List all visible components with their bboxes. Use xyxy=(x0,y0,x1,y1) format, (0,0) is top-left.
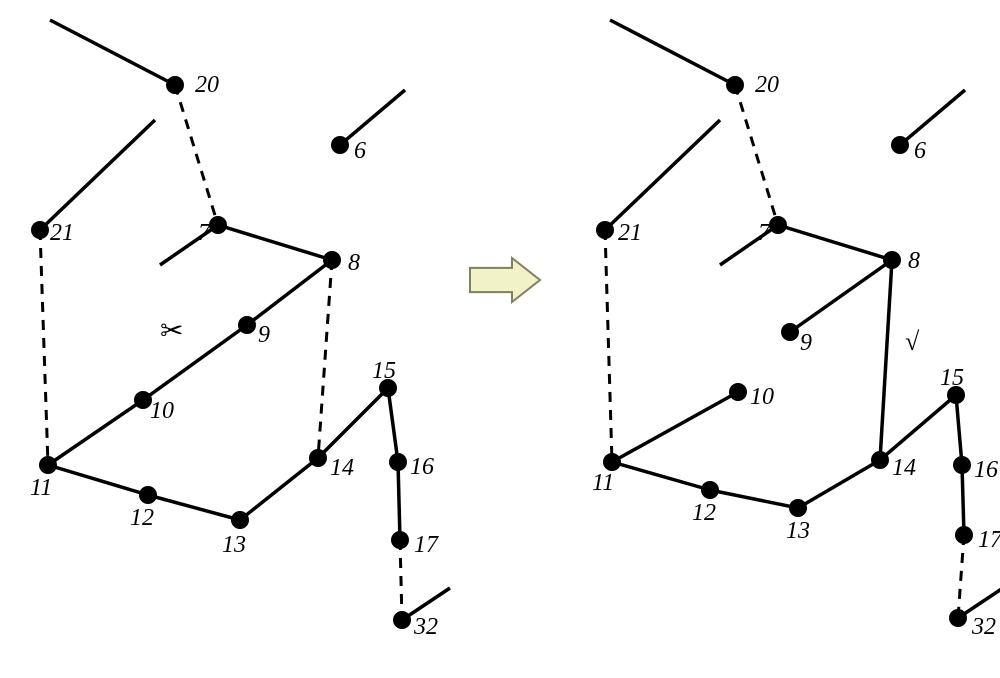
check-icon: √ xyxy=(905,327,920,356)
node-label: 8 xyxy=(908,248,920,274)
graph-edge xyxy=(798,460,880,508)
scissors-icon: ✂ xyxy=(160,316,183,347)
graph-edge xyxy=(778,225,892,260)
node-label: 7 xyxy=(758,220,771,246)
node-label: 8 xyxy=(348,250,360,276)
node-label: 32 xyxy=(971,614,996,640)
graph-node xyxy=(231,511,249,529)
node-label: 21 xyxy=(618,220,642,246)
graph-node xyxy=(726,76,744,94)
graph-node xyxy=(883,251,901,269)
node-label: 16 xyxy=(974,457,998,483)
graph-ray xyxy=(50,20,175,85)
graph-node xyxy=(166,76,184,94)
graph-ray xyxy=(40,120,155,230)
graph-edge xyxy=(605,230,612,462)
node-label: 14 xyxy=(892,455,916,481)
node-label: 17 xyxy=(414,532,439,558)
graph-edge xyxy=(958,535,964,618)
node-label: 9 xyxy=(258,322,270,348)
node-label: 11 xyxy=(30,475,52,501)
graph-edge xyxy=(790,260,892,332)
graph-node xyxy=(331,136,349,154)
graph-node xyxy=(31,221,49,239)
graph-node xyxy=(871,451,889,469)
graph-node xyxy=(391,531,409,549)
node-label: 21 xyxy=(50,220,74,246)
graph-edge xyxy=(48,400,143,465)
node-label: 13 xyxy=(786,518,810,544)
graph-node xyxy=(603,453,621,471)
graph-edge xyxy=(247,260,332,325)
node-label: 13 xyxy=(222,532,246,558)
graph-node xyxy=(39,456,57,474)
graph-node xyxy=(701,481,719,499)
node-label: 6 xyxy=(914,138,926,164)
node-label: 20 xyxy=(195,72,219,98)
graph-edge xyxy=(710,490,798,508)
graph-node xyxy=(891,136,909,154)
graph-edge xyxy=(956,395,962,465)
node-label: 32 xyxy=(413,614,438,640)
node-label: 9 xyxy=(800,330,812,356)
node-label: 12 xyxy=(130,505,154,531)
graph-ray xyxy=(900,90,965,145)
graph-edge xyxy=(735,85,778,225)
graph-edge xyxy=(388,388,398,462)
graph-edge xyxy=(318,260,332,458)
graph-node xyxy=(309,449,327,467)
graph-ray xyxy=(340,90,405,145)
graph-edge xyxy=(612,462,710,490)
graph-node xyxy=(238,316,256,334)
graph-edge xyxy=(40,230,48,465)
graph-node xyxy=(953,456,971,474)
graph-edge xyxy=(880,395,956,460)
diagram-canvas: 6 7 8 9 10 11 12 13 14 15 16 17 20 21 32 ✂ 6 7 8 9 10 11 12 13 1… xyxy=(0,0,1000,678)
graph-edge xyxy=(318,388,388,458)
graph-node xyxy=(389,453,407,471)
node-label: 11 xyxy=(592,470,614,496)
graph-node xyxy=(949,609,967,627)
graph-node xyxy=(729,383,747,401)
graph-edge xyxy=(218,225,332,260)
graph-node xyxy=(955,526,973,544)
graph-edge xyxy=(48,465,148,495)
graph-node xyxy=(596,221,614,239)
node-label: 10 xyxy=(750,384,774,410)
graph-edge xyxy=(148,495,240,520)
graph-node xyxy=(789,499,807,517)
node-label: 16 xyxy=(410,454,434,480)
node-label: 15 xyxy=(372,358,396,384)
graph-edge xyxy=(880,260,892,460)
graph-ray xyxy=(605,120,720,230)
transition-arrow-icon xyxy=(470,258,540,302)
graph-node xyxy=(769,216,787,234)
node-label: 20 xyxy=(755,72,779,98)
node-label: 14 xyxy=(330,455,354,481)
graph-node xyxy=(209,216,227,234)
node-label: 12 xyxy=(692,500,716,526)
graph-node xyxy=(323,251,341,269)
graph-edge xyxy=(398,462,400,540)
node-label: 17 xyxy=(978,527,1000,553)
node-label: 15 xyxy=(940,365,964,391)
graph-edge xyxy=(962,465,964,535)
graph-node xyxy=(781,323,799,341)
graph-node xyxy=(393,611,411,629)
graph-edge xyxy=(240,458,318,520)
node-label: 7 xyxy=(198,220,211,246)
node-label: 10 xyxy=(150,398,174,424)
node-label: 6 xyxy=(354,138,366,164)
graph-ray xyxy=(610,20,735,85)
graph-edge xyxy=(400,540,402,620)
graph-node xyxy=(139,486,157,504)
graph-edge xyxy=(175,85,218,225)
graph-edge xyxy=(143,325,247,400)
graph-edge xyxy=(612,392,738,462)
